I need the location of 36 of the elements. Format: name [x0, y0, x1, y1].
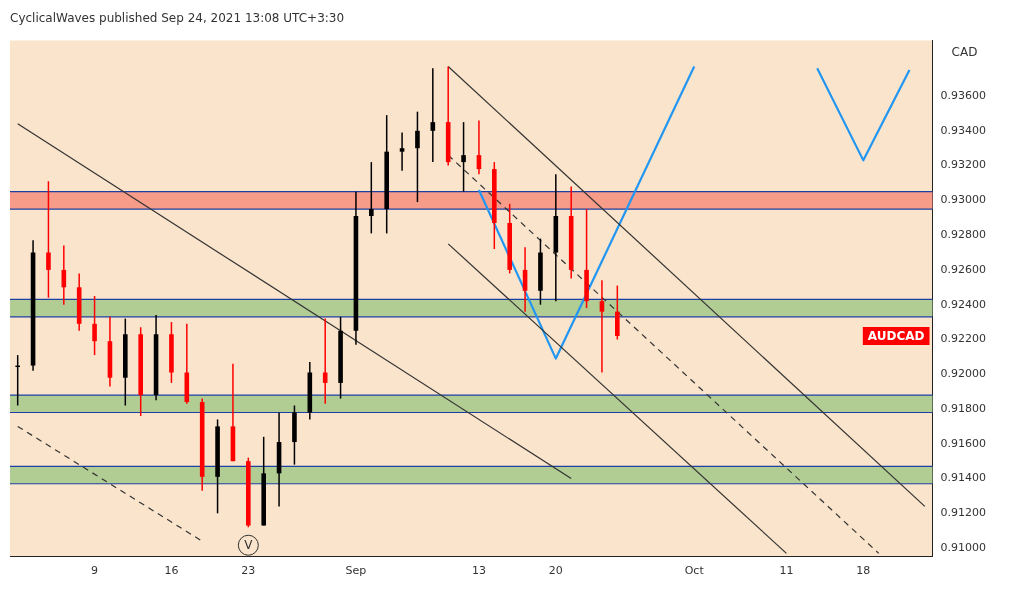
candlestick	[399, 131, 405, 172]
y-tick-label: 0.93400	[940, 123, 987, 137]
y-tick-label: 0.91400	[940, 471, 987, 485]
x-tick-label: 18	[856, 564, 871, 578]
x-tick-label: 20	[548, 564, 563, 578]
candlestick	[415, 110, 420, 203]
y-tick-label: 0.92400	[940, 297, 987, 311]
annotation: AUDCAD	[867, 329, 925, 344]
candlestick	[430, 67, 436, 163]
y-tick-label: 0.93200	[940, 158, 987, 172]
candlestick	[599, 279, 605, 374]
y-tick-label: 0.92000	[940, 367, 987, 381]
x-tick-label: 16	[164, 564, 179, 578]
candlestick	[92, 295, 97, 356]
y-tick-label: 0.91800	[940, 401, 987, 415]
x-tick-label: Oct	[684, 564, 705, 578]
candlestick	[46, 180, 51, 299]
chart-title: CyclicalWaves published Sep 24, 2021 13:08 UTC+3:30	[10, 11, 345, 26]
y-tick-label: 0.92600	[940, 262, 987, 276]
x-tick-label: 13	[471, 564, 486, 578]
x-tick-label: 11	[779, 564, 794, 578]
annotation: V	[244, 538, 254, 553]
y-tick-label: 0.93000	[940, 193, 987, 207]
candlestick	[369, 161, 374, 235]
x-tick-label: Sep	[345, 564, 367, 578]
candlestick	[461, 121, 466, 193]
y-tick-label: 0.91200	[940, 506, 987, 520]
y-tick-label: 0.91600	[940, 436, 987, 450]
y-tick-label: 0.92200	[940, 332, 987, 346]
candlestick	[322, 317, 328, 405]
y-tick-label: 0.92800	[940, 228, 987, 241]
text: CAD	[951, 44, 978, 59]
x-tick-label: 23	[241, 564, 256, 578]
x-tick-label: 9	[91, 564, 99, 578]
y-tick-label: 0.91000	[940, 540, 987, 554]
y-tick-label: 0.93600	[940, 88, 987, 102]
